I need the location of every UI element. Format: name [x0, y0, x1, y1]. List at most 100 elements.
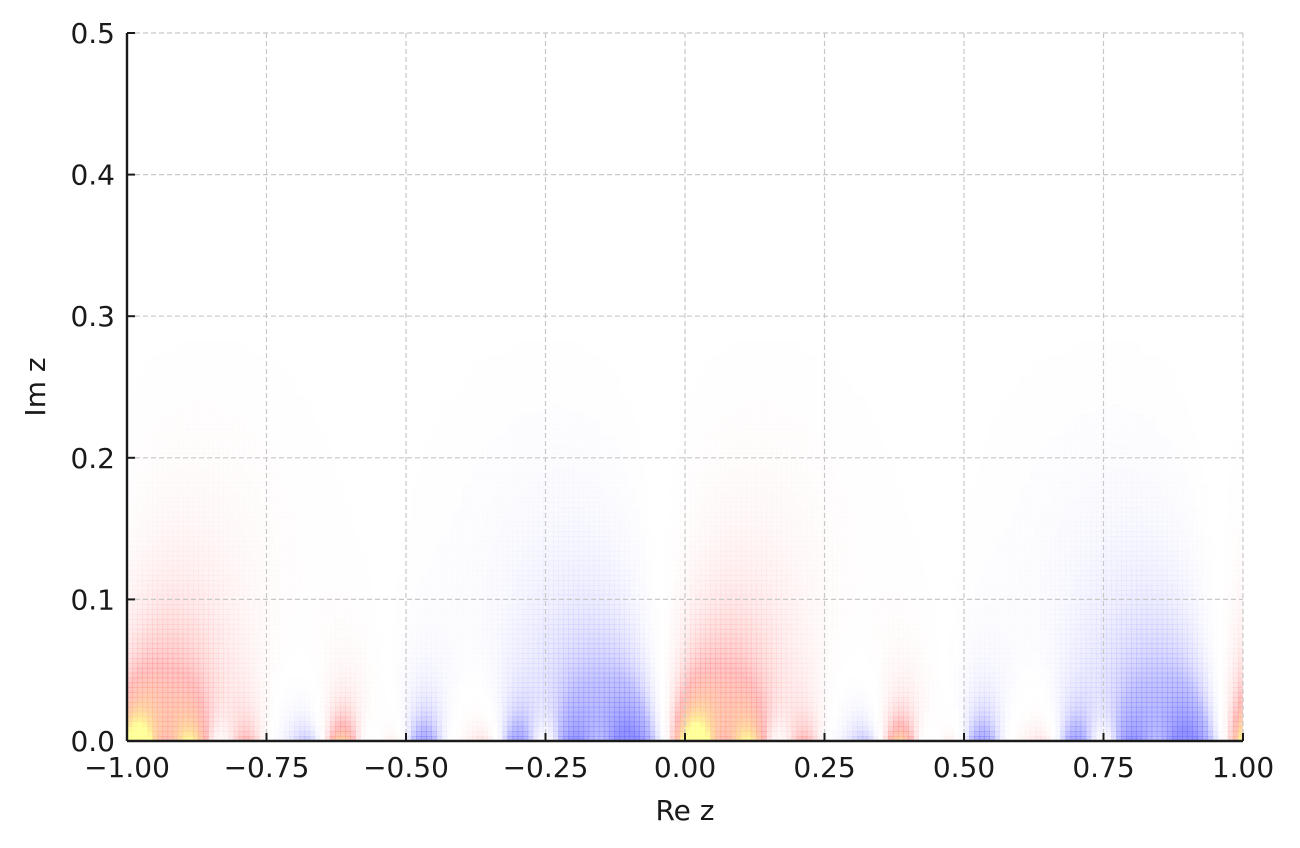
- heatmap-cell: [386, 678, 392, 683]
- heatmap-cell: [406, 643, 412, 648]
- heatmap-cell: [949, 634, 955, 639]
- heatmap-cell: [1187, 692, 1193, 697]
- heatmap-cell: [619, 668, 625, 673]
- heatmap-cell: [1157, 643, 1163, 648]
- heatmap-cell: [954, 643, 960, 648]
- heatmap-cell: [1055, 682, 1061, 687]
- heatmap-cell: [436, 682, 442, 687]
- heatmap-cell: [1055, 697, 1061, 702]
- heatmap-cell: [761, 682, 767, 687]
- heatmap-cell: [538, 648, 544, 653]
- heatmap-cell: [832, 648, 838, 653]
- heatmap-cell: [979, 663, 985, 668]
- heatmap-cell: [249, 639, 255, 644]
- heatmap-cell: [355, 639, 361, 644]
- heatmap-cell: [345, 643, 351, 648]
- heatmap-cell: [655, 717, 661, 722]
- heatmap-cell: [355, 673, 361, 678]
- heatmap-cell: [1202, 687, 1208, 692]
- heatmap-cell: [376, 648, 382, 653]
- heatmap-cell: [1106, 663, 1112, 668]
- heatmap-cell: [868, 682, 874, 687]
- heatmap-cell: [832, 712, 838, 717]
- heatmap-cell: [898, 687, 904, 692]
- heatmap-cell: [893, 639, 899, 644]
- heatmap-cell: [497, 712, 503, 717]
- heatmap-cell: [731, 697, 737, 702]
- heatmap-cell: [934, 717, 940, 722]
- heatmap-cell: [756, 697, 762, 702]
- heatmap-cell: [472, 643, 478, 648]
- heatmap-cell: [360, 658, 366, 663]
- heatmap-cell: [934, 712, 940, 717]
- heatmap-cell: [1177, 678, 1183, 683]
- heatmap-cell: [553, 682, 559, 687]
- heatmap-cell: [868, 658, 874, 663]
- heatmap-cell: [893, 692, 899, 697]
- heatmap-cell: [619, 634, 625, 639]
- heatmap-cell: [832, 634, 838, 639]
- heatmap-cell: [802, 648, 808, 653]
- heatmap-cell: [1233, 682, 1239, 687]
- heatmap-cell: [269, 663, 275, 668]
- heatmap-cell: [832, 717, 838, 722]
- heatmap-cell: [786, 634, 792, 639]
- heatmap-cell: [406, 673, 412, 678]
- heatmap-cell: [1106, 668, 1112, 673]
- heatmap-cell: [310, 648, 316, 653]
- heatmap-cell: [670, 678, 676, 683]
- heatmap-cell: [426, 712, 432, 717]
- heatmap-cell: [1136, 687, 1142, 692]
- heatmap-cell: [756, 721, 762, 726]
- heatmap-cell: [269, 697, 275, 702]
- heatmap-cell: [609, 648, 615, 653]
- heatmap-cell: [447, 648, 453, 653]
- heatmap-cell: [558, 648, 564, 653]
- heatmap-cell: [863, 668, 869, 673]
- heatmap-cell: [969, 643, 975, 648]
- heatmap-cell: [330, 673, 336, 678]
- heatmap-cell: [269, 721, 275, 726]
- heatmap-cell: [1207, 731, 1213, 736]
- heatmap-cell: [1015, 673, 1021, 678]
- heatmap-cell: [147, 678, 153, 683]
- heatmap-cell: [497, 639, 503, 644]
- heatmap-cell: [913, 697, 919, 702]
- heatmap-cell: [411, 687, 417, 692]
- heatmap-cell: [1172, 648, 1178, 653]
- heatmap-cell: [1015, 668, 1021, 673]
- heatmap-cell: [1207, 687, 1213, 692]
- heatmap-cell: [705, 658, 711, 663]
- heatmap-cell: [786, 697, 792, 702]
- heatmap-cell: [274, 648, 280, 653]
- heatmap-cell: [634, 634, 640, 639]
- heatmap-cell: [1111, 707, 1117, 712]
- heatmap-cell: [163, 721, 169, 726]
- heatmap-cell: [979, 653, 985, 658]
- heatmap-cell: [944, 707, 950, 712]
- heatmap-cell: [345, 697, 351, 702]
- heatmap-cell: [173, 697, 179, 702]
- heatmap-cell: [766, 634, 772, 639]
- heatmap-cell: [888, 668, 894, 673]
- heatmap-cell: [705, 678, 711, 683]
- heatmap-cell: [284, 702, 290, 707]
- heatmap-cell: [634, 648, 640, 653]
- heatmap-cell: [381, 692, 387, 697]
- heatmap-cell: [142, 673, 148, 678]
- heatmap-cell: [213, 673, 219, 678]
- heatmap-cell: [994, 692, 1000, 697]
- heatmap-cell: [1000, 712, 1006, 717]
- heatmap-cell: [802, 702, 808, 707]
- heatmap-cell: [502, 629, 508, 634]
- heatmap-cell: [705, 629, 711, 634]
- heatmap-cell: [984, 673, 990, 678]
- heatmap-cell: [386, 687, 392, 692]
- heatmap-cell: [365, 648, 371, 653]
- heatmap-cell: [1182, 653, 1188, 658]
- heatmap-cell: [386, 643, 392, 648]
- heatmap-cell: [1116, 702, 1122, 707]
- heatmap-cell: [1015, 692, 1021, 697]
- heatmap-cell: [573, 731, 579, 736]
- heatmap-cell: [1126, 658, 1132, 663]
